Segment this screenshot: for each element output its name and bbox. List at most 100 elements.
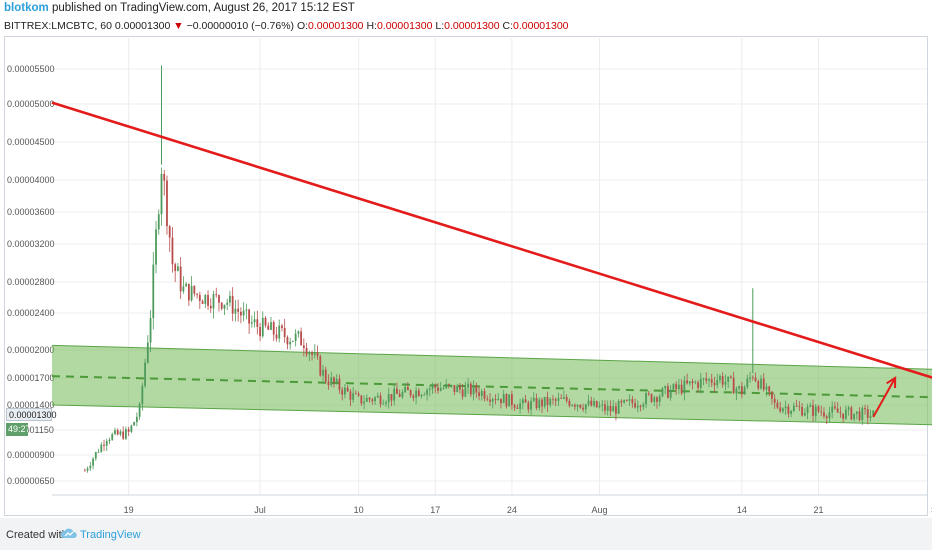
y-tick-label: 0.00005500: [7, 64, 55, 74]
x-tick-label: Sep: [931, 505, 932, 515]
candle-body: [458, 386, 461, 390]
candle-body: [532, 397, 535, 401]
candle-body: [828, 412, 831, 419]
candle-body: [513, 405, 516, 408]
candle-body: [313, 352, 316, 355]
candle-body: [160, 173, 163, 215]
candle-body: [727, 376, 730, 382]
candle-body: [609, 405, 612, 412]
candle-body: [387, 394, 390, 403]
candle-body: [719, 376, 721, 381]
candle-body: [330, 377, 333, 386]
candle-body: [801, 406, 803, 416]
candle-body: [702, 378, 705, 380]
candle-body: [710, 379, 713, 383]
candle-body: [177, 266, 179, 271]
candle-body: [771, 391, 773, 399]
candle-body: [111, 434, 114, 440]
candle-body: [853, 413, 855, 420]
channel-band: [52, 345, 932, 425]
candle-body: [823, 412, 825, 417]
candle-body: [765, 386, 768, 390]
candle-body: [253, 319, 256, 323]
candle-body: [204, 295, 207, 304]
candle-body: [790, 410, 793, 414]
candle-body: [861, 408, 864, 421]
candle-body: [114, 430, 116, 435]
candle-body: [691, 381, 694, 384]
candle-body: [426, 389, 428, 395]
candle-body: [568, 400, 571, 406]
y-tick-label: 0.00002800: [7, 277, 55, 287]
tradingview-brand[interactable]: TradingView: [80, 529, 141, 541]
candle-body: [163, 173, 166, 181]
candle-body: [401, 391, 404, 397]
candle-body: [229, 295, 231, 303]
candle-body: [125, 429, 127, 439]
candle-body: [196, 293, 198, 295]
candle-body: [653, 397, 656, 402]
candle-body: [207, 295, 209, 306]
tradingview-cloud-icon[interactable]: [60, 526, 78, 540]
candle-body: [174, 264, 177, 271]
candle-body: [344, 387, 346, 395]
y-tick-label: 0.00005000: [7, 99, 55, 109]
candle-body: [502, 394, 505, 404]
candle-body: [858, 411, 861, 421]
candle-body: [713, 382, 716, 386]
candle-body: [100, 444, 103, 452]
descending-trendline: [51, 101, 932, 379]
candle-body: [250, 322, 253, 324]
candle-body: [450, 385, 453, 386]
candle-body: [623, 400, 626, 403]
candle-body: [705, 378, 708, 381]
last-price-tag-value: 0.00001300: [9, 410, 57, 420]
candle-body: [757, 381, 760, 389]
last-price: 0.00001300: [114, 20, 171, 32]
candle-body: [647, 393, 650, 395]
candle-body: [675, 384, 678, 390]
y-axis: 0.00000650 0.00000900 0.00001150 0.00001400…: [7, 64, 55, 486]
candle-body: [292, 341, 294, 342]
candle-body: [141, 385, 144, 404]
candle-body: [634, 403, 636, 408]
created-with-text: Created with: [6, 529, 68, 541]
candle-body: [187, 283, 190, 301]
candle-body: [448, 384, 450, 386]
candle-body: [286, 337, 289, 345]
candle-body: [489, 399, 491, 402]
candle-body: [439, 388, 442, 391]
candle-body: [152, 264, 155, 319]
candle-body: [119, 431, 122, 435]
candle-body: [738, 386, 741, 389]
candle-body: [595, 401, 598, 408]
candle-body: [209, 305, 212, 309]
candle-body: [256, 319, 259, 327]
candle-body: [341, 389, 344, 395]
drawing-lines: [51, 101, 932, 418]
candle-body: [855, 411, 858, 414]
candle-body: [746, 378, 749, 388]
price-chart[interactable]: 0.00000650 0.00000900 0.00001150 0.00001400…: [0, 0, 932, 520]
candle-body: [404, 387, 407, 392]
candle-body: [218, 295, 220, 303]
y-tick-label: 0.00003200: [7, 239, 55, 249]
footer-bar: Created with TradingView: [0, 518, 932, 550]
candle-body: [456, 386, 459, 393]
candle-body: [563, 397, 565, 399]
chart-frame[interactable]: [4, 36, 928, 516]
candle-body: [415, 390, 417, 398]
candle-body: [420, 394, 423, 397]
candle-body: [593, 401, 595, 406]
candle-body: [234, 308, 237, 314]
candle-body: [431, 385, 434, 389]
candle-body: [393, 388, 396, 401]
candle-body: [185, 283, 188, 287]
candle-body: [475, 385, 478, 393]
candle-body: [672, 384, 675, 390]
published-text: published on TradingView.com, August 26,…: [51, 2, 355, 14]
candle-body: [376, 395, 379, 398]
y-tick-label: 0.00000650: [7, 476, 55, 486]
author-link[interactable]: blotkom: [4, 2, 49, 14]
candle-body: [582, 407, 584, 410]
